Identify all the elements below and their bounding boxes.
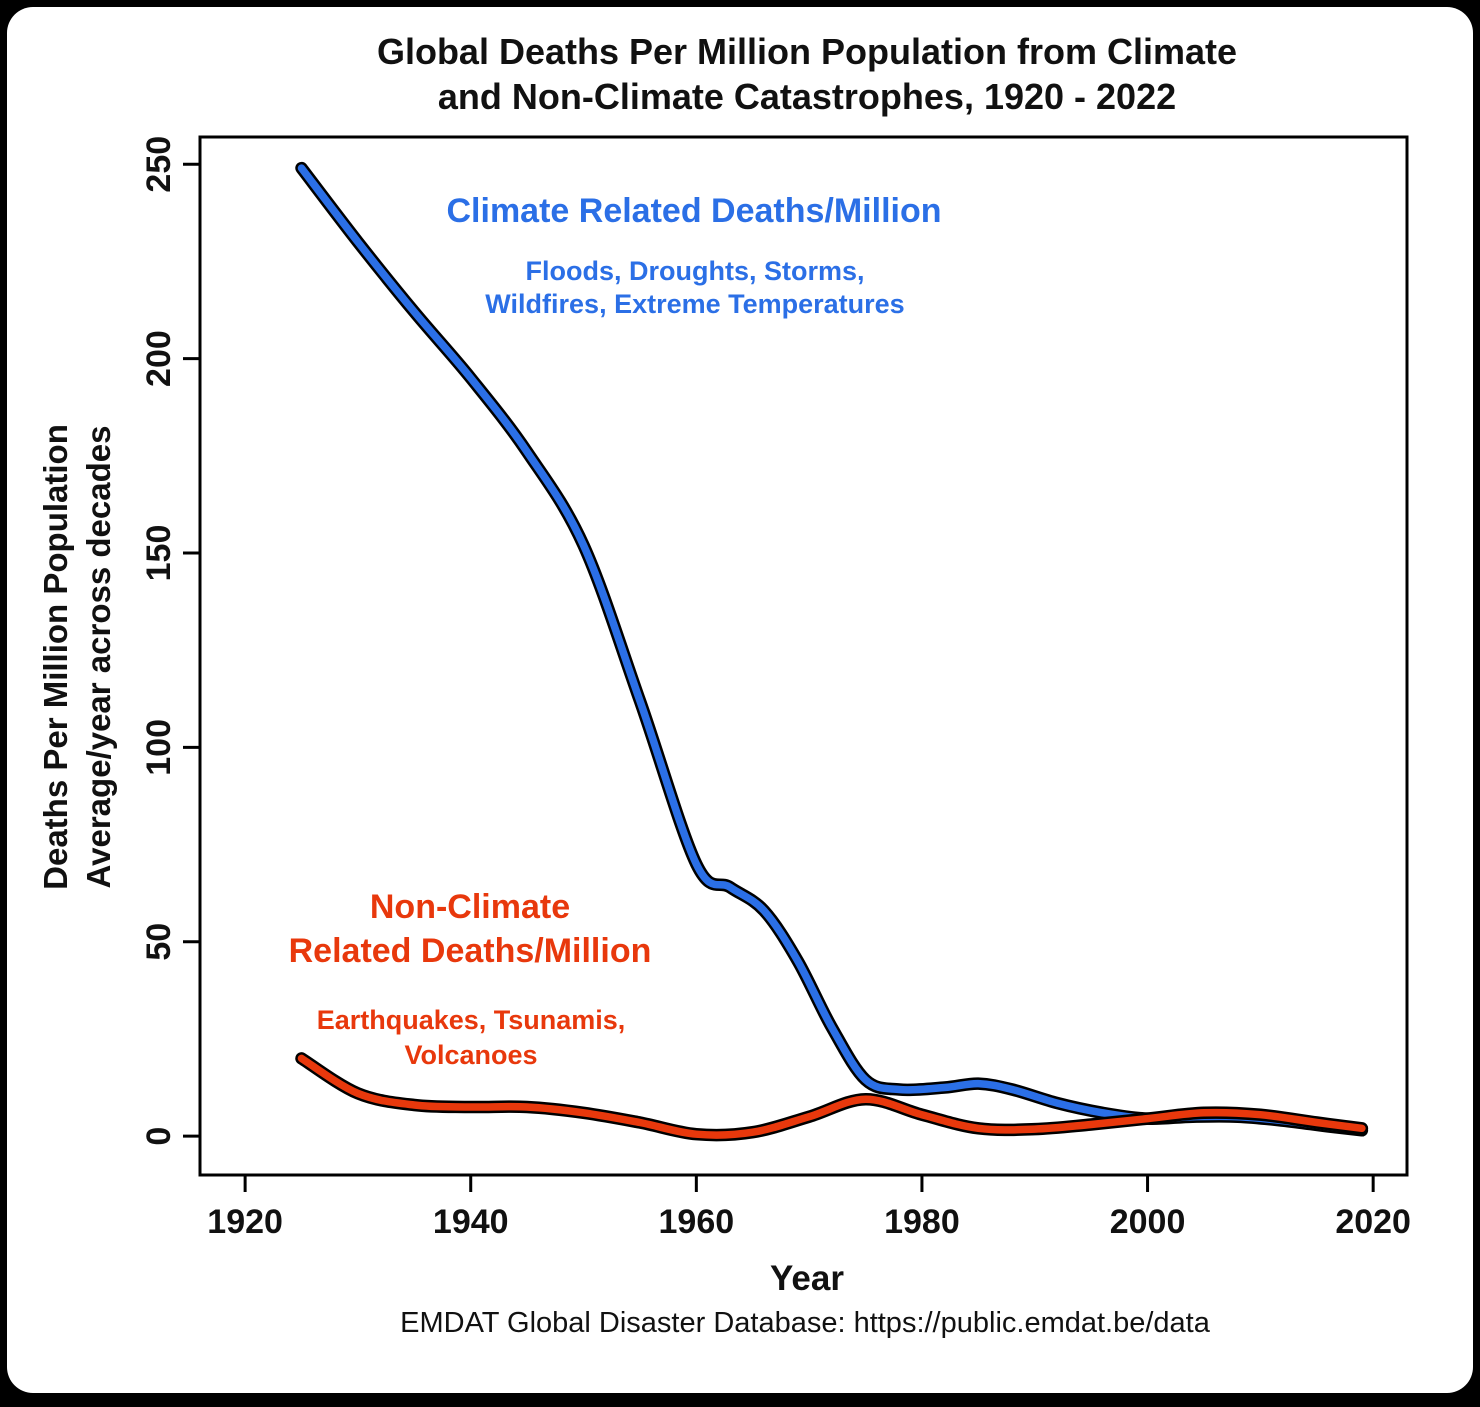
climate-series-title: Climate Related Deaths/Million bbox=[446, 192, 942, 230]
y-tick-label: 100 bbox=[140, 719, 178, 776]
nonclimate-series-sublabel: Earthquakes, Tsunamis, Volcanoes bbox=[317, 1003, 626, 1073]
chart-canvas: Global Deaths Per Million Population fro… bbox=[7, 7, 1473, 1393]
climate-series-label: Climate Related Deaths/Million bbox=[447, 190, 942, 232]
nonclimate-series-title-line1: Non-Climate bbox=[369, 888, 571, 926]
x-tick-label: 2000 bbox=[1110, 1203, 1186, 1241]
y-tick-label: 150 bbox=[140, 525, 178, 582]
data-source-footer: EMDAT Global Disaster Database: https://… bbox=[400, 1307, 1210, 1339]
y-axis-label: Deaths Per Million Population Average/ye… bbox=[34, 424, 120, 890]
x-tick-label: 2020 bbox=[1335, 1203, 1411, 1241]
x-axis-label: Year bbox=[770, 1259, 844, 1298]
climate-series-sublabel: Floods, Droughts, Storms, Wildfires, Ext… bbox=[485, 255, 904, 321]
x-tick-label: 1920 bbox=[207, 1203, 283, 1241]
non-climate-line bbox=[297, 1054, 1366, 1139]
chart-title: Global Deaths Per Million Population fro… bbox=[377, 29, 1237, 119]
plot-frame bbox=[198, 135, 1409, 1177]
climate-sublabel-line2: Wildfires, Extreme Temperatures bbox=[485, 289, 905, 319]
x-tick-label: 1980 bbox=[884, 1203, 960, 1241]
nonclimate-sublabel-line1: Earthquakes, Tsunamis, bbox=[316, 1005, 626, 1035]
x-tick-label: 1960 bbox=[659, 1203, 735, 1241]
chart-svg: 1920 1940 1960 1980 2000 2020 0 50 100 150 200 250 bbox=[140, 135, 1411, 1241]
y-axis-label-line2: Average/year across decades bbox=[80, 425, 117, 889]
y-tick-label: 250 bbox=[140, 136, 178, 193]
y-tick-label: 50 bbox=[140, 923, 178, 961]
y-axis-label-line1: Deaths Per Million Population bbox=[37, 424, 74, 890]
y-tick-label: 200 bbox=[140, 330, 178, 387]
x-tick-label: 1940 bbox=[433, 1203, 509, 1241]
climate-sublabel-line1: Floods, Droughts, Storms, bbox=[525, 256, 865, 286]
nonclimate-series-label: Non-Climate Related Deaths/Million bbox=[289, 885, 652, 973]
nonclimate-series-title-line2: Related Deaths/Million bbox=[288, 932, 652, 970]
chart-title-line1: Global Deaths Per Million Population fro… bbox=[376, 31, 1238, 72]
chart-title-line2: and Non-Climate Catastrophes, 1920 - 202… bbox=[437, 76, 1177, 117]
nonclimate-sublabel-line2: Volcanoes bbox=[404, 1040, 538, 1070]
y-tick-label: 0 bbox=[140, 1127, 178, 1146]
